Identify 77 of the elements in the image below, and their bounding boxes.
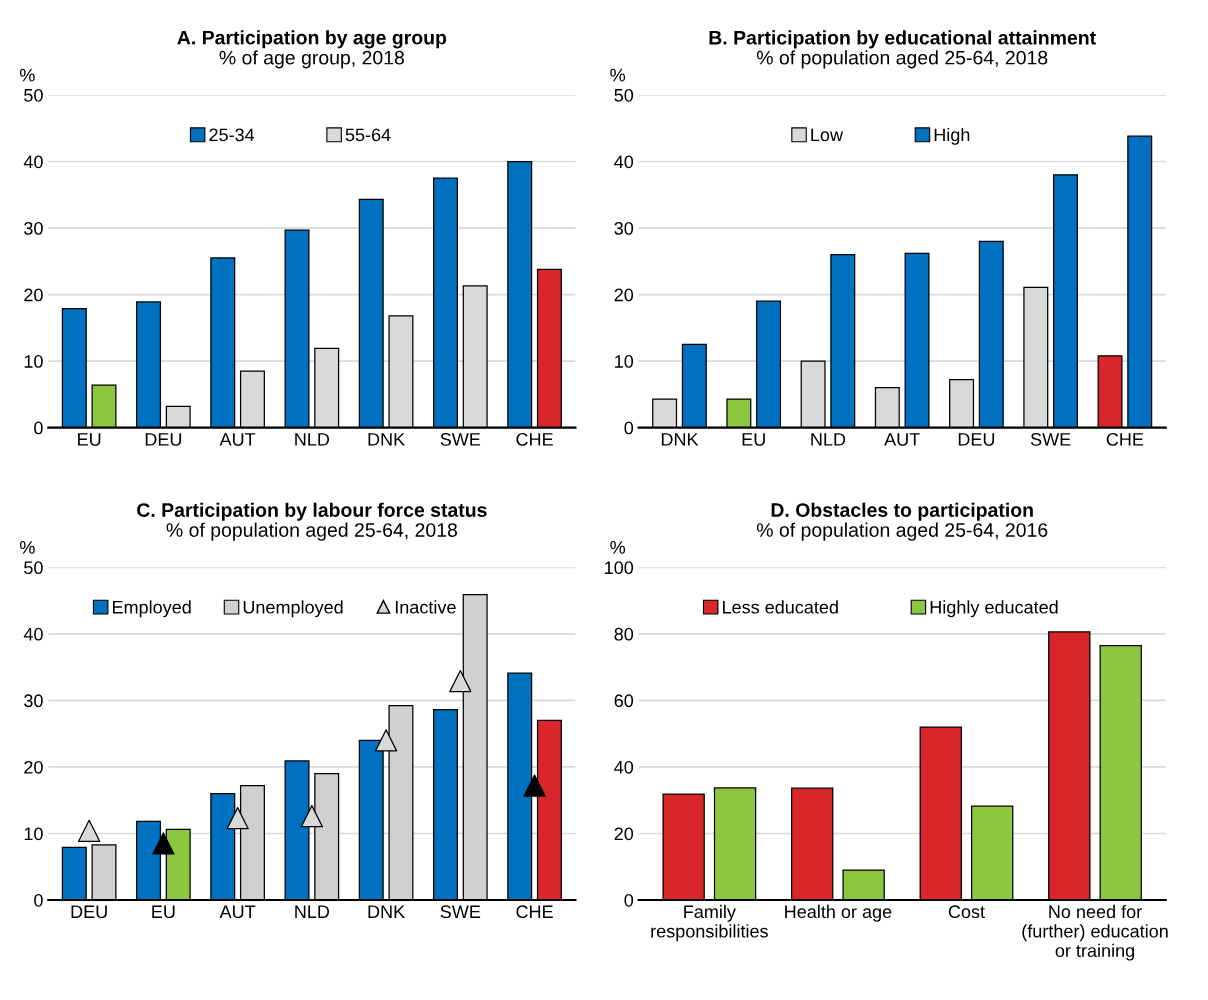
y-tick-label: 20 [24,760,43,774]
y-tick-label: 10 [24,827,43,841]
x-tick-label: NLD [811,433,846,446]
y-tick-label: 50 [24,88,43,102]
y-axis-title: % [610,68,626,82]
y-tick-label: 60 [614,694,634,708]
x-tick-label: NLD [295,433,330,446]
point [300,805,324,828]
chart-title: D. Obstacles to participation [771,502,1033,521]
y-tick-label: 0 [34,893,43,907]
x-tick-label: DEU [71,905,107,919]
legend-label: Low [811,128,844,142]
x-tick-label: SWE [440,432,481,446]
y-tick-label: 10 [24,355,43,368]
point [449,669,472,693]
point [152,832,175,855]
y-tick-label: 0 [624,893,634,907]
x-tick-label: DEU [958,433,995,446]
y-tick-label: 20 [614,288,634,302]
x-tick-label: Health or age [785,904,892,922]
y-tick-label: 100 [605,561,634,575]
y-axis-title: % [19,541,35,554]
y-axis-title: % [610,541,626,554]
x-tick-label: DEU [145,433,182,446]
y-tick-label: 0 [34,421,43,435]
x-tick-label: EU [152,905,175,919]
chart-title: C. Participation by labour force status [137,502,487,521]
x-tick-label: Cost [948,905,985,919]
y-tick-label: 80 [614,627,634,641]
y-tick-label: 40 [614,760,634,774]
y-tick-label: 20 [614,827,634,841]
x-tick-label: NLD [295,905,330,918]
x-tick-label: AUT [219,905,256,919]
x-tick-label: DNK [661,433,699,446]
chart-subtitle: % of population aged 25-64, 2018 [756,50,1048,69]
y-tick-label: 30 [614,221,634,235]
legend-label: Highly educated [930,600,1058,618]
chart-title: B. Participation by educational attainment [709,30,1096,49]
y-tick-label: 0 [624,421,634,435]
y-axis-title: % [19,68,35,82]
legend-label: 55-64 [345,128,391,142]
x-tick-label: Family responsibilities [651,904,768,942]
legend-label: Unemployed [243,600,343,618]
point [523,774,546,797]
chart-subtitle: % of population aged 25-64, 2018 [166,522,457,541]
y-tick-label: 40 [23,627,43,641]
legend-label: Less educated [723,600,838,614]
y-tick-label: 30 [24,694,43,708]
legend-label: High [934,127,970,145]
x-tick-label: SWE [440,905,481,919]
legend-label: Employed [112,600,191,618]
x-tick-label: AUT [219,433,256,446]
chart-title: A. Participation by age group [177,30,447,49]
legend-label: 25-34 [209,128,255,142]
point [77,819,101,842]
y-tick-label: 30 [24,221,43,235]
x-tick-label: AUT [884,433,920,446]
chart-subtitle: % of age group, 2018 [219,50,404,69]
x-tick-label: SWE [1030,432,1071,446]
y-tick-label: 40 [23,155,43,169]
x-tick-label: DNK [368,433,405,446]
x-tick-label: CHE [1106,432,1144,446]
legend-label: Inactive [395,600,456,614]
y-tick-label: 10 [615,355,634,368]
x-tick-label: DNK [368,905,405,918]
x-tick-label: EU [742,433,765,446]
y-tick-label: 50 [24,561,43,575]
y-tick-label: 20 [24,288,43,302]
point [374,729,398,752]
y-tick-label: 40 [614,155,634,169]
x-tick-label: EU [78,433,101,446]
x-tick-label: CHE [516,905,553,919]
point [226,807,249,830]
x-tick-label: CHE [516,432,553,446]
x-tick-label: No need for (further) education or training [1022,904,1168,961]
chart-subtitle: % of population aged 25-64, 2016 [756,522,1048,541]
y-tick-label: 50 [614,88,634,102]
